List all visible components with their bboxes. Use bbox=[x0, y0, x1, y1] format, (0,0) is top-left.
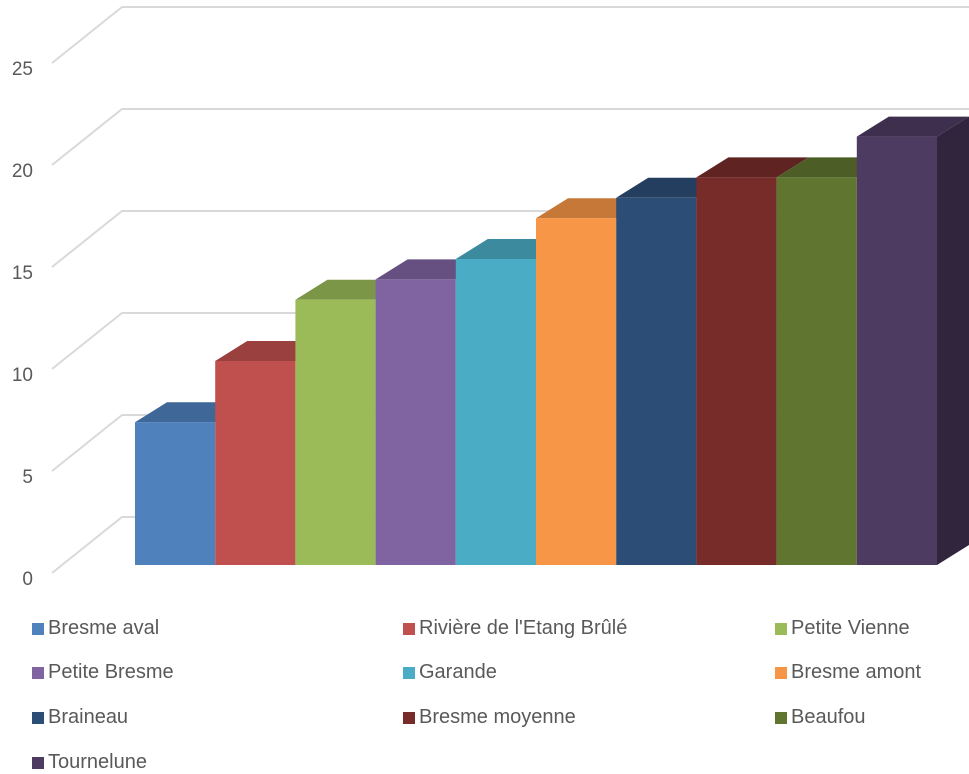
bars bbox=[135, 116, 969, 566]
bar-6 bbox=[616, 177, 729, 566]
bar-top bbox=[856, 116, 969, 137]
y-tick-label: 5 bbox=[22, 467, 33, 488]
bar-front bbox=[455, 259, 536, 565]
y-axis-ticks: 0 5 10 15 20 25 bbox=[12, 59, 33, 590]
y-tick-label: 25 bbox=[12, 59, 33, 80]
bar-front bbox=[696, 177, 777, 565]
bar-front bbox=[375, 279, 456, 565]
gridline bbox=[51, 6, 969, 64]
bar-front bbox=[536, 218, 617, 565]
bar-side bbox=[937, 116, 969, 565]
bar-front bbox=[856, 136, 937, 565]
bar-9 bbox=[856, 116, 969, 565]
bar-top bbox=[696, 157, 809, 178]
bar-front bbox=[215, 361, 296, 565]
gridline bbox=[51, 108, 969, 166]
y-tick-label: 20 bbox=[12, 161, 33, 182]
bar-7 bbox=[696, 157, 809, 565]
bar-front bbox=[295, 299, 376, 565]
y-tick-label: 10 bbox=[12, 365, 33, 386]
bar-front bbox=[135, 422, 216, 565]
bar-0 bbox=[135, 402, 248, 565]
y-tick-label: 0 bbox=[22, 569, 33, 590]
bar-1 bbox=[215, 341, 328, 565]
bar-front bbox=[776, 177, 857, 565]
y-tick-label: 15 bbox=[12, 263, 33, 284]
bar-front bbox=[616, 197, 697, 566]
